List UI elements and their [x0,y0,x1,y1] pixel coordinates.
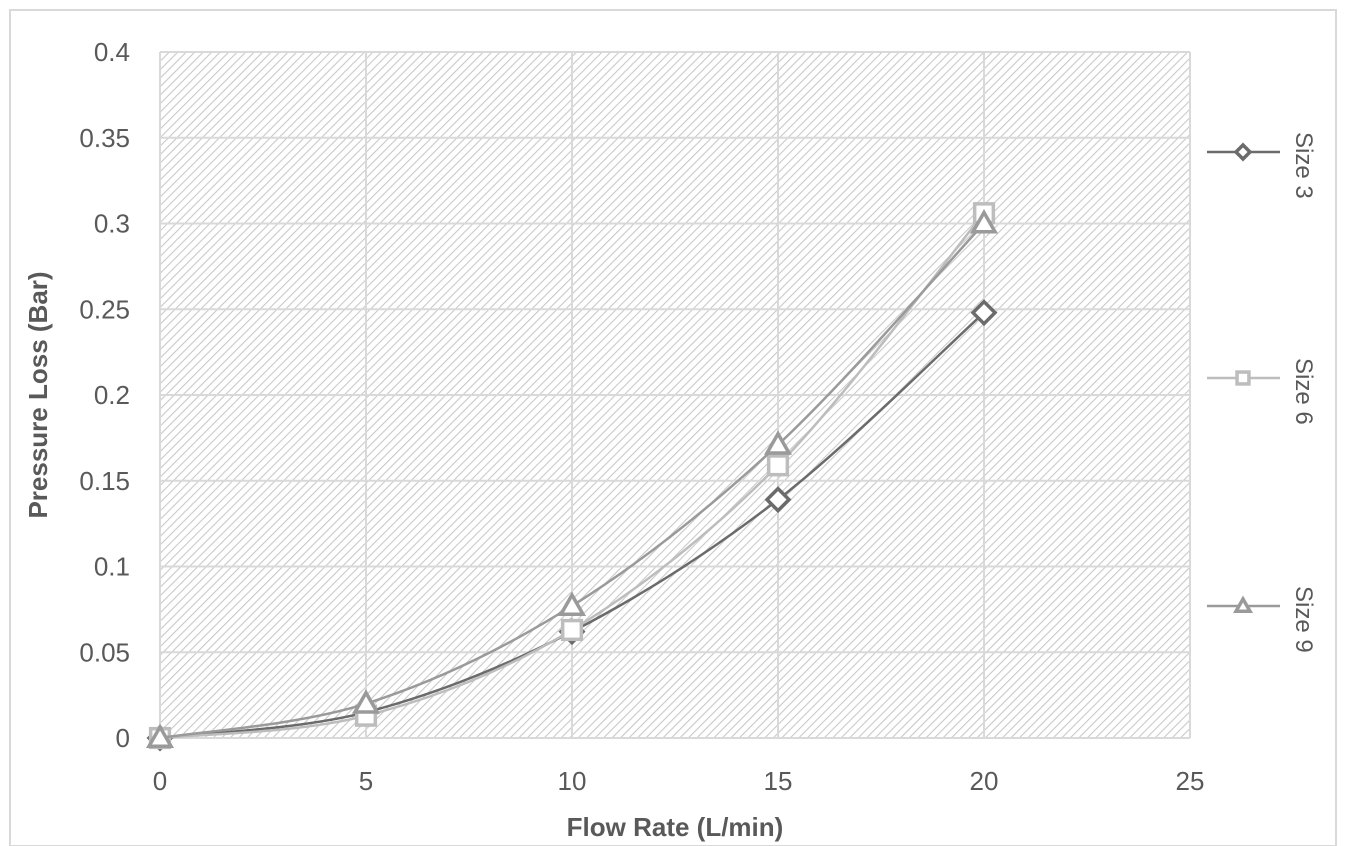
y-axis-title: Pressure Loss (Bar) [23,271,53,518]
x-tick-label: 15 [764,766,793,796]
x-axis-title: Flow Rate (L/min) [567,812,784,842]
legend: Size 3 Size 6 Size 9 [1207,132,1317,653]
data-point [764,486,792,514]
series-layer [145,202,999,752]
series-line [159,222,985,740]
y-tick-label: 0.4 [94,37,130,67]
y-tick-label: 0.3 [94,209,130,239]
grid-lines [159,51,1191,739]
x-tick-label: 25 [1176,766,1205,796]
data-point [560,618,584,642]
legend-entry: Size 3 [1207,132,1317,199]
y-tick-label: 0.15 [79,466,130,496]
legend-marker [1232,595,1254,613]
legend-marker [1233,142,1253,162]
data-point [145,723,175,748]
y-tick-label: 0.35 [79,123,130,153]
data-point [557,591,587,616]
x-tick-label: 10 [558,766,587,796]
y-tick-label: 0 [116,723,130,753]
series-size-9 [145,208,999,748]
chart-border [9,9,1337,846]
x-tick-label: 5 [359,766,373,796]
x-tick-label: 20 [970,766,999,796]
data-point [969,208,999,234]
y-tick-label: 0.25 [79,294,130,324]
data-point [351,689,381,714]
y-axis-ticks: 0 0.05 0.1 0.15 0.2 0.25 0.3 0.35 0.4 [79,37,130,753]
legend-label: Size 3 [1290,132,1317,199]
legend-entry: Size 6 [1207,358,1317,425]
series-line [159,212,985,740]
y-tick-label: 0.05 [79,637,130,667]
x-tick-label: 0 [153,766,167,796]
legend-marker [1235,370,1251,386]
y-tick-label: 0.1 [94,552,130,582]
legend-label: Size 9 [1290,586,1317,653]
data-point [970,299,998,327]
legend-label: Size 6 [1290,358,1317,425]
data-point [763,430,793,455]
legend-entry: Size 9 [1207,586,1317,653]
data-point [766,454,790,477]
y-tick-label: 0.2 [94,380,130,410]
x-axis-ticks: 0 5 10 15 20 25 [153,766,1205,796]
